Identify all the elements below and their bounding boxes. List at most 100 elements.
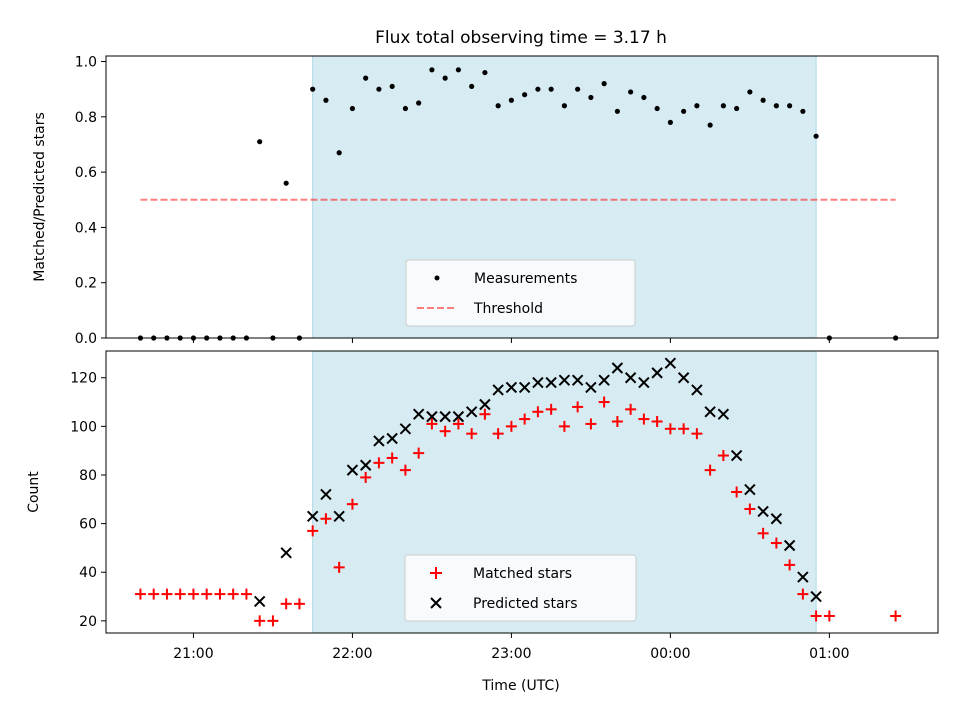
measurement-point	[614, 108, 620, 114]
predicted-star-point	[783, 539, 796, 552]
figure-title: Flux total observing time = 3.17 h	[375, 28, 667, 48]
matched-star-point	[134, 588, 146, 600]
predicted-star-point	[651, 367, 663, 379]
ratio-legend: Measurements Threshold	[405, 259, 636, 327]
matched-star-point	[214, 588, 226, 600]
matched-star-point	[678, 423, 690, 435]
predicted-star-point	[664, 357, 677, 369]
matched-star-point	[572, 401, 584, 413]
legend-measurements-label: Measurements	[474, 271, 577, 287]
axes-frame	[105, 350, 939, 634]
predicted-star-point	[373, 435, 385, 447]
matched-star-point	[399, 464, 411, 476]
matched-star-point	[770, 537, 782, 549]
matched-star-point	[691, 428, 703, 440]
predicted-star-point	[452, 410, 465, 423]
predicted-star-point	[465, 406, 478, 418]
measurement-point	[681, 108, 687, 114]
measurement-point	[363, 75, 369, 81]
measurement-point	[601, 81, 607, 87]
measurement-points-layer	[137, 67, 899, 341]
predicted-star-point	[426, 410, 438, 423]
ratio-panel: 0.0 0.2 0.4 0.6 0.8 1.0 Matched/Predicted sta…	[32, 55, 939, 347]
measurement-point	[548, 86, 554, 92]
measurement-point	[813, 133, 819, 139]
matched-star-point	[598, 396, 610, 408]
matched-star-point	[227, 588, 239, 600]
legend-predicted-label: Predicted stars	[473, 596, 578, 612]
measurement-point	[694, 103, 700, 109]
measurement-point	[310, 86, 316, 92]
matched-star-point	[148, 588, 160, 600]
matched-star-point	[717, 450, 729, 462]
matched-star-point	[744, 503, 756, 515]
measurement-point	[588, 94, 594, 101]
matched-star-point	[545, 403, 557, 415]
y-tick-label: 0.0	[75, 331, 97, 347]
predicted-star-point	[611, 362, 624, 374]
matched-star-point	[731, 486, 743, 498]
y-tick-label: 0.8	[75, 110, 97, 126]
legend-threshold-label: Threshold	[473, 301, 543, 317]
matched-star-point	[201, 588, 213, 600]
predicted-star-point	[558, 374, 571, 386]
measurement-point	[482, 69, 488, 76]
matched-star-point	[519, 413, 531, 425]
matched-star-point	[479, 408, 491, 420]
predicted-star-point	[505, 381, 518, 394]
predicted-star-point	[810, 590, 822, 603]
predicted-star-point	[359, 459, 372, 471]
measurement-point	[760, 97, 766, 103]
matched-star-point	[505, 420, 517, 432]
measurement-point	[654, 105, 660, 112]
predicted-star-point	[797, 571, 809, 583]
matched-star-point	[280, 598, 292, 610]
matched-star-point	[293, 598, 305, 610]
matched-star-point	[625, 403, 637, 415]
matched-star-point	[174, 588, 186, 600]
ratio-legend-box	[405, 259, 636, 327]
matched-star-point	[638, 413, 650, 425]
predicted-star-point	[532, 376, 544, 389]
y-tick-label: 1.0	[75, 55, 97, 71]
predicted-star-point	[306, 510, 319, 523]
matched-star-point	[664, 423, 676, 435]
x-tick-label: 21:00	[173, 646, 213, 662]
measurement-point	[522, 92, 528, 98]
x-tick-label: 22:00	[332, 646, 372, 662]
matched-star-point	[187, 588, 199, 600]
predicted-star-point	[492, 384, 504, 396]
matched-star-point	[267, 615, 279, 627]
ratio-ylabel: Matched/Predicted stars	[32, 112, 48, 282]
measurement-point	[416, 100, 422, 106]
legend-matched-label: Matched stars	[473, 566, 572, 582]
count-points-layer	[134, 357, 902, 627]
counts-axes: 20 40 60 80 100 120 21:00 22:00 23:00 00:00 01:00	[70, 350, 939, 662]
predicted-star-point	[479, 398, 491, 411]
axes-frame	[105, 55, 939, 339]
predicted-star-point	[346, 464, 359, 476]
y-tick-label: 40	[79, 565, 97, 581]
predicted-star-point	[412, 408, 425, 420]
predicted-star-point	[386, 432, 398, 445]
measurement-point	[323, 97, 329, 103]
matched-star-point	[426, 418, 438, 430]
counts-legend: Matched stars Predicted stars	[404, 554, 637, 622]
ratio-axes: 0.0 0.2 0.4 0.6 0.8 1.0	[75, 55, 939, 347]
measurement-point	[429, 67, 435, 73]
measurement-point	[667, 119, 673, 125]
predicted-star-point	[770, 513, 783, 525]
matched-star-point	[413, 447, 425, 459]
counts-ylabel: Count	[26, 471, 42, 513]
matched-star-point	[810, 610, 822, 622]
x-tick-label: 00:00	[650, 646, 690, 662]
matched-star-point	[439, 425, 451, 437]
matched-star-point	[890, 610, 902, 622]
legend-predicted-marker	[430, 597, 442, 609]
predicted-star-point	[280, 547, 292, 559]
predicted-star-point	[253, 595, 266, 608]
matched-star-point	[320, 513, 332, 525]
predicted-star-point	[677, 372, 690, 384]
matched-star-point	[757, 527, 769, 539]
